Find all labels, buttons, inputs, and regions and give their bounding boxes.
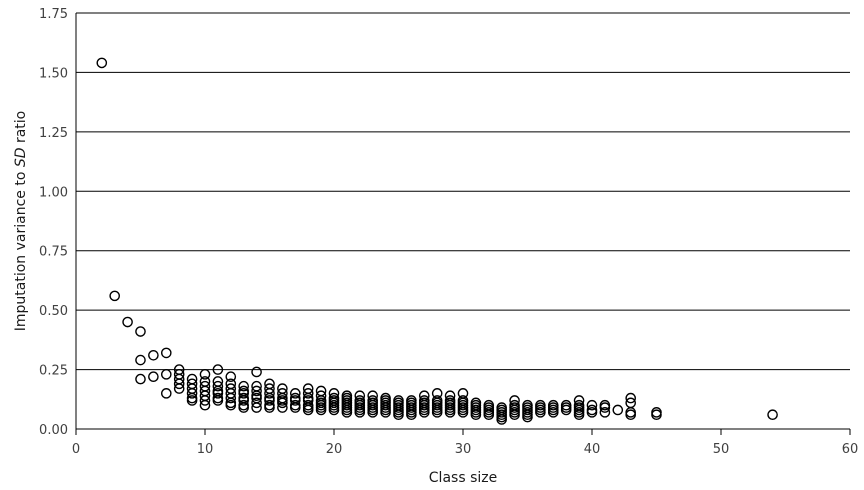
- data-point-47: [238, 395, 249, 406]
- data-point-117: [367, 407, 379, 418]
- data-point-199: [535, 407, 546, 418]
- data-point-33: [212, 388, 224, 399]
- data-point-59: [264, 388, 275, 399]
- data-point-72: [289, 395, 301, 406]
- y-axis-title-sd: SD: [13, 147, 29, 167]
- data-point-27: [199, 395, 211, 406]
- y-tick-label-5: 1.25: [39, 126, 68, 141]
- data-point-40: [225, 392, 237, 404]
- data-point-138: [406, 409, 417, 421]
- x-tick-label-0: 0: [72, 442, 80, 457]
- data-point-21: [186, 395, 198, 406]
- data-point-218: [599, 407, 611, 418]
- data-point-131: [393, 409, 404, 421]
- data-point-203: [548, 407, 559, 418]
- data-point-35: [212, 395, 224, 406]
- data-point-195: [522, 411, 533, 423]
- data-point-19: [186, 388, 198, 399]
- y-axis-title: Imputation variance to SD ratio: [13, 111, 29, 332]
- data-point-189: [509, 409, 520, 421]
- data-point-217: [599, 402, 611, 413]
- data-point-183: [496, 414, 508, 425]
- data-point-2: [122, 316, 133, 328]
- data-point-206: [560, 404, 572, 416]
- data-point-159: [444, 407, 456, 418]
- y-tick-label-0: 0.00: [39, 423, 68, 438]
- data-point-7: [148, 371, 159, 383]
- data-point-31: [212, 380, 224, 392]
- data-point-95: [328, 404, 340, 416]
- data-point-219: [612, 404, 624, 416]
- data-point-70: [289, 388, 301, 399]
- data-point-36: [225, 371, 237, 383]
- data-point-9: [160, 369, 172, 380]
- data-point-212: [573, 409, 585, 421]
- data-point-22: [199, 369, 211, 380]
- data-point-68: [277, 397, 288, 409]
- data-point-225: [651, 409, 662, 421]
- data-point-124: [380, 407, 391, 418]
- data-point-69: [277, 402, 288, 413]
- data-point-45: [238, 388, 249, 399]
- data-point-177: [483, 409, 495, 421]
- y-tick-label-4: 1.00: [39, 185, 68, 200]
- x-tick-label-5: 50: [713, 442, 730, 457]
- data-point-88: [315, 404, 327, 416]
- data-point-63: [264, 402, 275, 413]
- data-point-166: [457, 407, 469, 418]
- data-point-3: [135, 326, 146, 337]
- y-tick-label-2: 0.50: [39, 304, 68, 319]
- y-tick-label-1: 0.25: [39, 364, 68, 379]
- data-point-49: [238, 402, 249, 413]
- data-point-43: [238, 380, 249, 392]
- y-tick-label-3: 0.75: [39, 245, 68, 260]
- data-point-29: [212, 364, 224, 375]
- gridlines: [76, 12, 850, 430]
- x-axis-title: Class size: [429, 470, 497, 486]
- data-point-74: [289, 402, 301, 413]
- data-point-110: [354, 407, 366, 418]
- data-point-220: [625, 392, 637, 404]
- x-tick-label-6: 60: [842, 442, 859, 457]
- data-point-56: [251, 402, 262, 413]
- y-axis-title-part-3: ratio: [13, 111, 29, 148]
- data-point-145: [418, 407, 430, 418]
- data-point-215: [586, 407, 598, 418]
- data-point-213: [586, 399, 598, 411]
- data-point-223: [625, 409, 637, 421]
- x-tick-label-1: 10: [197, 442, 214, 457]
- y-tick-label-6: 1.50: [39, 66, 68, 81]
- data-point-81: [302, 404, 314, 416]
- data-point-1: [109, 290, 120, 302]
- data-point-226: [767, 409, 778, 421]
- data-point-6: [148, 350, 159, 361]
- data-point-0: [96, 57, 108, 69]
- scatter-points: [96, 57, 778, 425]
- y-axis-title-part-1: Imputation variance to: [13, 167, 29, 331]
- x-tick-label-2: 20: [326, 442, 343, 457]
- data-point-55: [251, 397, 262, 409]
- data-point-5: [135, 373, 146, 385]
- x-ticks: [75, 429, 851, 435]
- data-point-52: [251, 385, 262, 397]
- data-point-50: [251, 366, 262, 378]
- data-point-152: [431, 407, 443, 418]
- data-point-15: [173, 383, 185, 394]
- data-point-61: [264, 395, 275, 406]
- data-point-28: [199, 399, 211, 411]
- y-tick-label-7: 1.75: [39, 7, 68, 22]
- data-point-76: [302, 388, 314, 399]
- data-point-8: [160, 347, 172, 359]
- data-point-42: [225, 399, 237, 411]
- y-tick-labels: 0.00 0.25 0.50 0.75 1.00 1.25 1.50 1.75: [39, 7, 68, 438]
- data-point-4: [135, 354, 146, 366]
- x-tick-label-3: 30: [455, 442, 472, 457]
- x-tick-labels: 0 10 20 30 40 50 60: [72, 442, 858, 457]
- data-point-10: [160, 388, 172, 399]
- data-point-172: [470, 409, 482, 421]
- x-tick-label-4: 40: [584, 442, 601, 457]
- data-point-14: [173, 378, 185, 390]
- data-point-103: [341, 407, 353, 418]
